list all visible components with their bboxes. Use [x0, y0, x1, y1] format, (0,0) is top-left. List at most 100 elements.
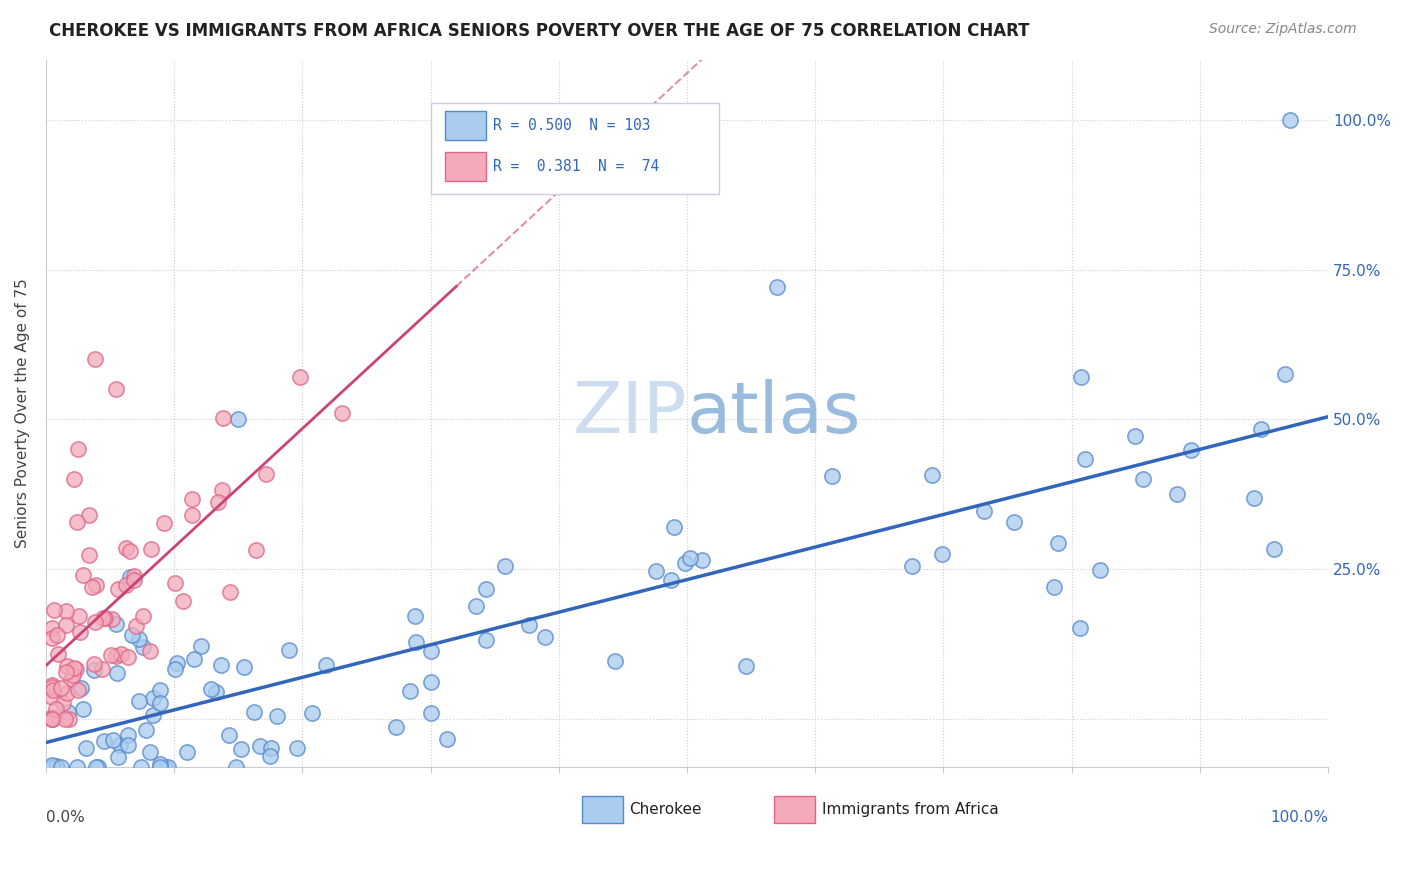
Point — [260, 741, 283, 756]
Point — [129, 760, 152, 774]
Point — [117, 739, 139, 753]
Point — [83, 615, 105, 629]
Point — [735, 659, 758, 673]
Point — [66, 442, 89, 457]
Point — [1070, 369, 1092, 384]
Point — [142, 707, 165, 722]
Point — [115, 577, 138, 591]
Point — [1074, 452, 1097, 467]
Point — [83, 657, 105, 671]
Point — [107, 750, 129, 764]
Point — [259, 749, 281, 764]
Point — [45, 759, 67, 773]
Point — [62, 661, 84, 675]
Point — [46, 628, 69, 642]
Point — [55, 665, 77, 679]
Point — [41, 678, 63, 692]
Point — [494, 559, 516, 574]
Point — [41, 712, 63, 726]
Point — [83, 663, 105, 677]
Point — [121, 628, 143, 642]
Point — [245, 543, 267, 558]
Point — [65, 760, 87, 774]
Point — [153, 760, 176, 774]
Point — [288, 369, 311, 384]
Point — [42, 683, 65, 698]
Point — [1243, 491, 1265, 505]
Point — [475, 582, 498, 596]
Point — [142, 690, 165, 705]
Point — [41, 712, 63, 726]
Point — [115, 541, 138, 556]
Point — [59, 672, 82, 686]
Text: R =  0.381  N =  74: R = 0.381 N = 74 — [494, 159, 659, 174]
Point — [419, 675, 441, 690]
Point — [200, 681, 222, 696]
Point — [183, 651, 205, 665]
FancyBboxPatch shape — [430, 103, 718, 194]
Point — [1263, 542, 1285, 557]
FancyBboxPatch shape — [775, 796, 815, 823]
Point — [128, 694, 150, 708]
Point — [765, 280, 787, 294]
Point — [105, 666, 128, 681]
Point — [1088, 563, 1111, 577]
FancyBboxPatch shape — [582, 796, 623, 823]
Text: Source: ZipAtlas.com: Source: ZipAtlas.com — [1209, 22, 1357, 37]
Point — [149, 760, 172, 774]
Point — [65, 661, 87, 675]
Point — [135, 723, 157, 737]
Point — [67, 609, 90, 624]
Point — [205, 684, 228, 698]
Point — [105, 616, 128, 631]
Point — [181, 491, 204, 506]
Point — [58, 712, 80, 726]
Point — [117, 728, 139, 742]
Point — [1274, 367, 1296, 381]
Point — [41, 712, 63, 726]
Text: Cherokee: Cherokee — [630, 802, 702, 817]
Point — [93, 734, 115, 748]
Point — [80, 580, 103, 594]
Point — [56, 705, 79, 719]
Point — [673, 556, 696, 570]
Point — [120, 570, 142, 584]
Point — [63, 472, 86, 486]
Point — [132, 640, 155, 655]
Point — [659, 573, 682, 587]
Point — [690, 553, 713, 567]
FancyBboxPatch shape — [444, 152, 485, 181]
Text: R = 0.500  N = 103: R = 0.500 N = 103 — [494, 118, 651, 133]
Point — [41, 680, 63, 694]
Point — [108, 738, 131, 752]
Point — [465, 599, 488, 614]
Point — [72, 701, 94, 715]
Point — [56, 659, 79, 673]
Point — [105, 383, 128, 397]
Point — [83, 352, 105, 367]
Point — [165, 576, 187, 591]
Point — [385, 720, 408, 734]
Point — [52, 696, 75, 710]
Point — [72, 568, 94, 582]
Point — [110, 647, 132, 661]
Point — [399, 684, 422, 698]
Point — [1046, 535, 1069, 549]
Point — [100, 648, 122, 663]
Point — [225, 760, 247, 774]
Point — [41, 758, 63, 772]
Point — [330, 406, 353, 420]
Point — [141, 541, 163, 556]
Point — [1123, 429, 1146, 443]
Point — [254, 467, 277, 481]
Point — [931, 547, 953, 561]
Point — [1069, 621, 1091, 635]
Point — [207, 495, 229, 509]
Point — [419, 706, 441, 720]
Point — [101, 612, 124, 626]
Point — [125, 619, 148, 633]
Point — [139, 745, 162, 759]
Point — [211, 483, 233, 497]
Point — [301, 706, 323, 720]
Point — [117, 650, 139, 665]
